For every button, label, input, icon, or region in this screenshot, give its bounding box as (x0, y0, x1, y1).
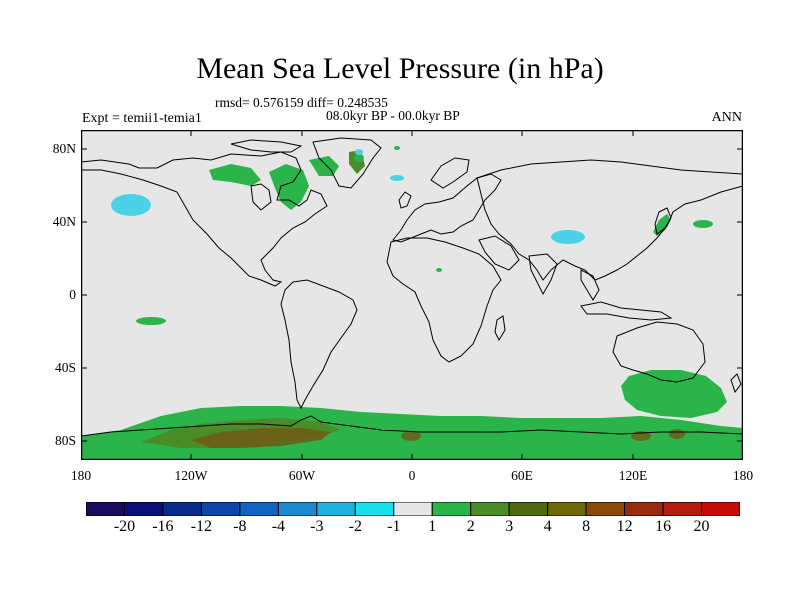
colorbar-label: -2 (348, 518, 362, 535)
x-label-180e: 180 (732, 468, 754, 483)
colorbar-box (624, 502, 664, 516)
colorbar-label: -12 (190, 518, 213, 535)
iceland-anomaly-patch (354, 154, 364, 162)
colorbar-box (470, 502, 510, 516)
season-label: ANN (711, 110, 742, 125)
antarctic-peak-anomaly-2 (401, 431, 421, 441)
colorbar-label: -20 (113, 518, 136, 535)
colorbar-label: 1 (428, 518, 437, 535)
colorbar-box (277, 502, 318, 516)
colorbar-box (123, 502, 164, 516)
colorbar-box (239, 502, 279, 516)
antarctic-peak-anomaly-4 (669, 429, 685, 439)
stats-line: rmsd= 0.576159 diff= 0.248535 (215, 95, 388, 110)
map-ticks (81, 130, 743, 460)
y-label-40s: 40S (54, 360, 76, 375)
x-label-120e: 120E (618, 468, 648, 483)
colorbar-box (662, 502, 703, 516)
north-pacific-negative-anomaly (111, 194, 151, 216)
arctic-negative-anomaly (390, 175, 404, 181)
period-line: 08.0kyr BP - 00.0kyr BP (326, 108, 460, 123)
scandinavia-anomaly-patch (394, 146, 400, 150)
colorbar-label: -1 (387, 518, 401, 535)
north-pacific-anomaly-patch (693, 220, 713, 228)
y-label-80s: 80S (54, 433, 76, 448)
colorbar-label: -4 (271, 518, 286, 535)
arctic-negative-anomaly-2 (355, 149, 363, 155)
japan-anomaly-patch (653, 214, 671, 236)
colorbar-label: 3 (505, 518, 514, 535)
colorbar-box (701, 502, 740, 516)
colorbar-label: 20 (693, 518, 710, 535)
colorbar-box (162, 502, 202, 516)
pressure-map (81, 130, 743, 460)
colorbar (86, 502, 740, 516)
x-label-0: 0 (408, 468, 416, 483)
central-africa-anomaly-patch (436, 268, 442, 272)
colorbar-label: -8 (233, 518, 247, 535)
colorbar-label: 4 (543, 518, 552, 535)
south-pacific-anomaly (621, 370, 727, 418)
colorbar-box (431, 502, 472, 516)
colorbar-box (354, 502, 395, 516)
canada-anomaly-patch (209, 164, 261, 186)
colorbar-box (316, 502, 356, 516)
x-label-180w: 180 (70, 468, 92, 483)
x-label-60w: 60W (288, 468, 316, 483)
colorbar-label: -16 (152, 518, 174, 535)
coastlines (81, 137, 743, 437)
y-label-80n: 80N (52, 141, 76, 156)
colorbar-box (393, 502, 433, 516)
colorbar-box (200, 502, 241, 516)
colorbar-label: 12 (616, 518, 633, 535)
colorbar-label: -3 (310, 518, 324, 535)
x-label-120w: 120W (174, 468, 208, 483)
colorbar-label: 2 (466, 518, 475, 535)
x-label-60e: 60E (511, 468, 533, 483)
experiment-label: Expt = temii1-temia1 (82, 111, 202, 126)
antarctic-peak-anomaly (191, 428, 331, 448)
tropical-anomaly-patch (136, 317, 166, 325)
y-label-40n: 40N (52, 214, 76, 229)
y-label-0: 0 (69, 287, 76, 302)
colorbar-box (508, 502, 549, 516)
colorbar-box (547, 502, 587, 516)
colorbar-label: 16 (655, 518, 672, 535)
hudson-anomaly-patch (269, 164, 309, 210)
colorbar-box (86, 502, 125, 516)
plot-title: Mean Sea Level Pressure (in hPa) (196, 52, 604, 85)
colorbar-label: 8 (582, 518, 591, 535)
tibet-negative-anomaly (551, 230, 585, 244)
colorbar-box (585, 502, 626, 516)
